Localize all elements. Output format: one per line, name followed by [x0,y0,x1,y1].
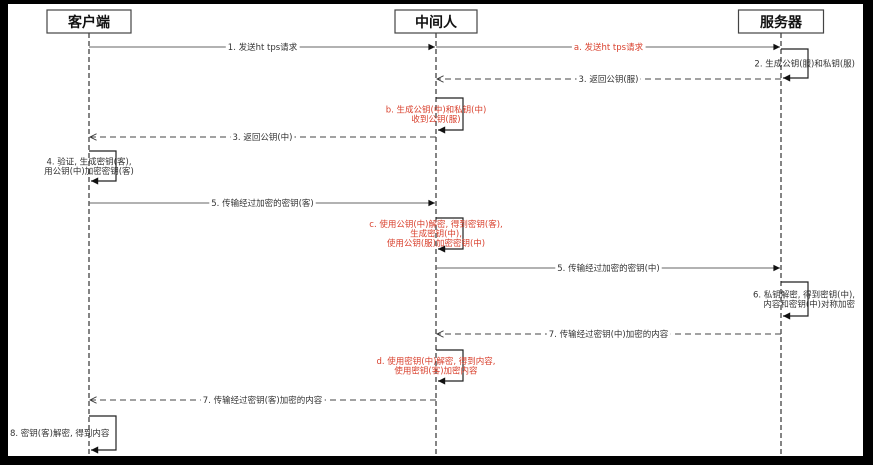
message-label: 4. 验证, 生成密钥(客), [46,156,131,167]
message-label: 5. 传输经过加密的密钥(中) [557,263,659,274]
self-message-arrow [89,150,117,185]
message-label: 1. 发送ht tps请求 [228,42,298,53]
participant-name: 客户端 [67,14,110,31]
message-label: 5. 传输经过加密的密钥(客) [211,198,313,209]
message-label: 3. 返回公钥(服) [579,74,639,85]
participant-box [394,9,478,34]
self-message-arrow [781,48,809,82]
message-label: 用公钥(中)加密密钥(客) [44,166,134,177]
message-label: 内容和密钥(中)对称加密 [763,299,855,310]
message-label: 7. 传输经过密钥(客)加密的内容 [203,395,323,406]
self-message-arrow [89,415,117,454]
self-message-arrow [436,97,464,134]
message-label: 3. 返回公钥(中) [233,132,293,143]
self-message-arrow [781,281,809,320]
participant-name: 中间人 [415,14,458,31]
message-label: 收到公钥(服) [411,114,460,125]
message-label: d. 使用密钥(中)解密, 得到内容, [376,356,495,367]
message-label: a. 发送ht tps请求 [574,42,644,53]
message-label: 生成密钥(中), [410,229,462,240]
message-label: 6. 私钥解密, 得到密钥(中), [753,289,855,300]
message-label: 7. 传输经过密钥(中)加密的内容 [549,329,669,340]
self-message-arrow [436,349,464,385]
message-label: 8. 密钥(客)解密, 得到内容 [10,428,110,439]
message-label: 使用公钥(服)加密密钥(中) [387,238,485,249]
participant-name: 服务器 [760,14,803,31]
message-label: 使用密钥(客)加密内容 [394,365,478,376]
message-label: c. 使用公钥(中)解密, 得到密钥(客), [369,219,502,230]
message-label: b. 生成公钥(中)和私钥(中) [386,104,487,115]
self-message-arrow [436,217,464,253]
message-label: 2. 生成公钥(服)和私钥(服) [754,59,855,70]
participant-box [46,9,132,34]
participant-box [737,9,825,34]
